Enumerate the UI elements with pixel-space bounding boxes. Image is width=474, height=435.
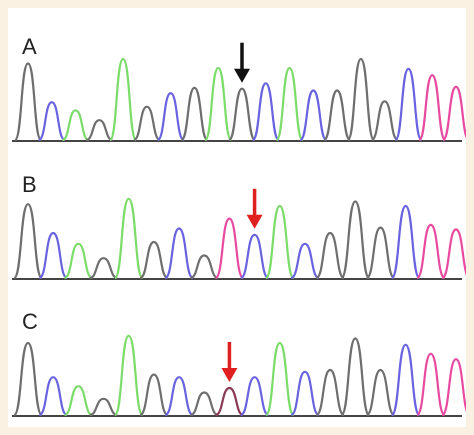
panel-c: C (8, 291, 466, 423)
peak-b-11 (290, 242, 320, 280)
peak-c-1 (38, 376, 68, 417)
peak-c-8 (215, 386, 244, 417)
chromatogram-figure: A B C (8, 8, 466, 427)
peak-b-7 (190, 254, 219, 280)
peak-b-0 (13, 203, 43, 280)
peak-b-1 (38, 231, 69, 280)
peak-c-11 (290, 370, 320, 417)
peak-a-14 (346, 57, 376, 142)
peak-c-0 (13, 341, 43, 417)
peak-c-5 (139, 373, 169, 417)
peak-b-3 (89, 257, 118, 280)
peak-b-16 (415, 223, 446, 280)
peak-c-4 (113, 334, 144, 417)
peak-b-5 (139, 240, 169, 280)
peak-c-13 (340, 337, 371, 417)
mutation-arrow-a (234, 42, 250, 83)
peak-a-7 (180, 86, 209, 142)
peak-b-15 (390, 204, 421, 280)
peak-c-3 (89, 397, 118, 417)
peak-a-1 (38, 101, 66, 142)
peak-c-9 (240, 376, 270, 417)
peak-c-15 (390, 343, 421, 417)
peak-c-6 (164, 376, 194, 417)
peak-a-12 (299, 89, 328, 142)
mutation-arrow-c (221, 342, 238, 382)
peak-b-9 (240, 233, 270, 280)
peak-b-17 (441, 228, 466, 280)
peak-c-16 (415, 352, 446, 417)
panel-b: B (8, 154, 466, 286)
peak-a-13 (322, 89, 352, 142)
mutation-arrow-b (246, 188, 263, 229)
peak-b-13 (340, 200, 371, 280)
peak-a-15 (370, 100, 399, 142)
panel-a: A (8, 16, 466, 148)
peak-b-4 (113, 197, 144, 280)
peak-c-2 (64, 385, 93, 417)
panel-label-b: B (22, 172, 37, 197)
panel-label-c: C (22, 309, 38, 334)
peak-c-14 (365, 368, 396, 417)
panel-label-a: A (22, 34, 37, 59)
peak-a-0 (13, 62, 43, 142)
peak-b-12 (315, 231, 346, 280)
peak-b-6 (164, 227, 194, 280)
peak-a-6 (156, 92, 185, 142)
peak-a-3 (85, 119, 113, 142)
peak-a-8 (204, 66, 233, 142)
peak-a-4 (108, 57, 138, 142)
peak-a-2 (61, 109, 90, 142)
trace-b (12, 188, 466, 280)
peak-c-10 (264, 341, 295, 417)
peak-c-7 (190, 391, 219, 417)
peak-a-11 (275, 66, 304, 142)
peak-b-14 (365, 226, 396, 280)
trace-c (12, 334, 466, 417)
trace-a (12, 42, 466, 142)
peak-a-10 (251, 82, 280, 142)
peak-a-17 (418, 74, 447, 142)
peak-b-2 (63, 242, 93, 280)
peak-c-12 (315, 368, 346, 417)
peak-b-10 (264, 204, 295, 280)
peak-a-5 (133, 105, 161, 142)
peak-b-8 (214, 217, 245, 280)
peak-a-9 (227, 87, 257, 142)
peak-a-18 (441, 85, 466, 142)
peak-a-16 (394, 67, 423, 142)
peak-c-17 (441, 358, 466, 417)
